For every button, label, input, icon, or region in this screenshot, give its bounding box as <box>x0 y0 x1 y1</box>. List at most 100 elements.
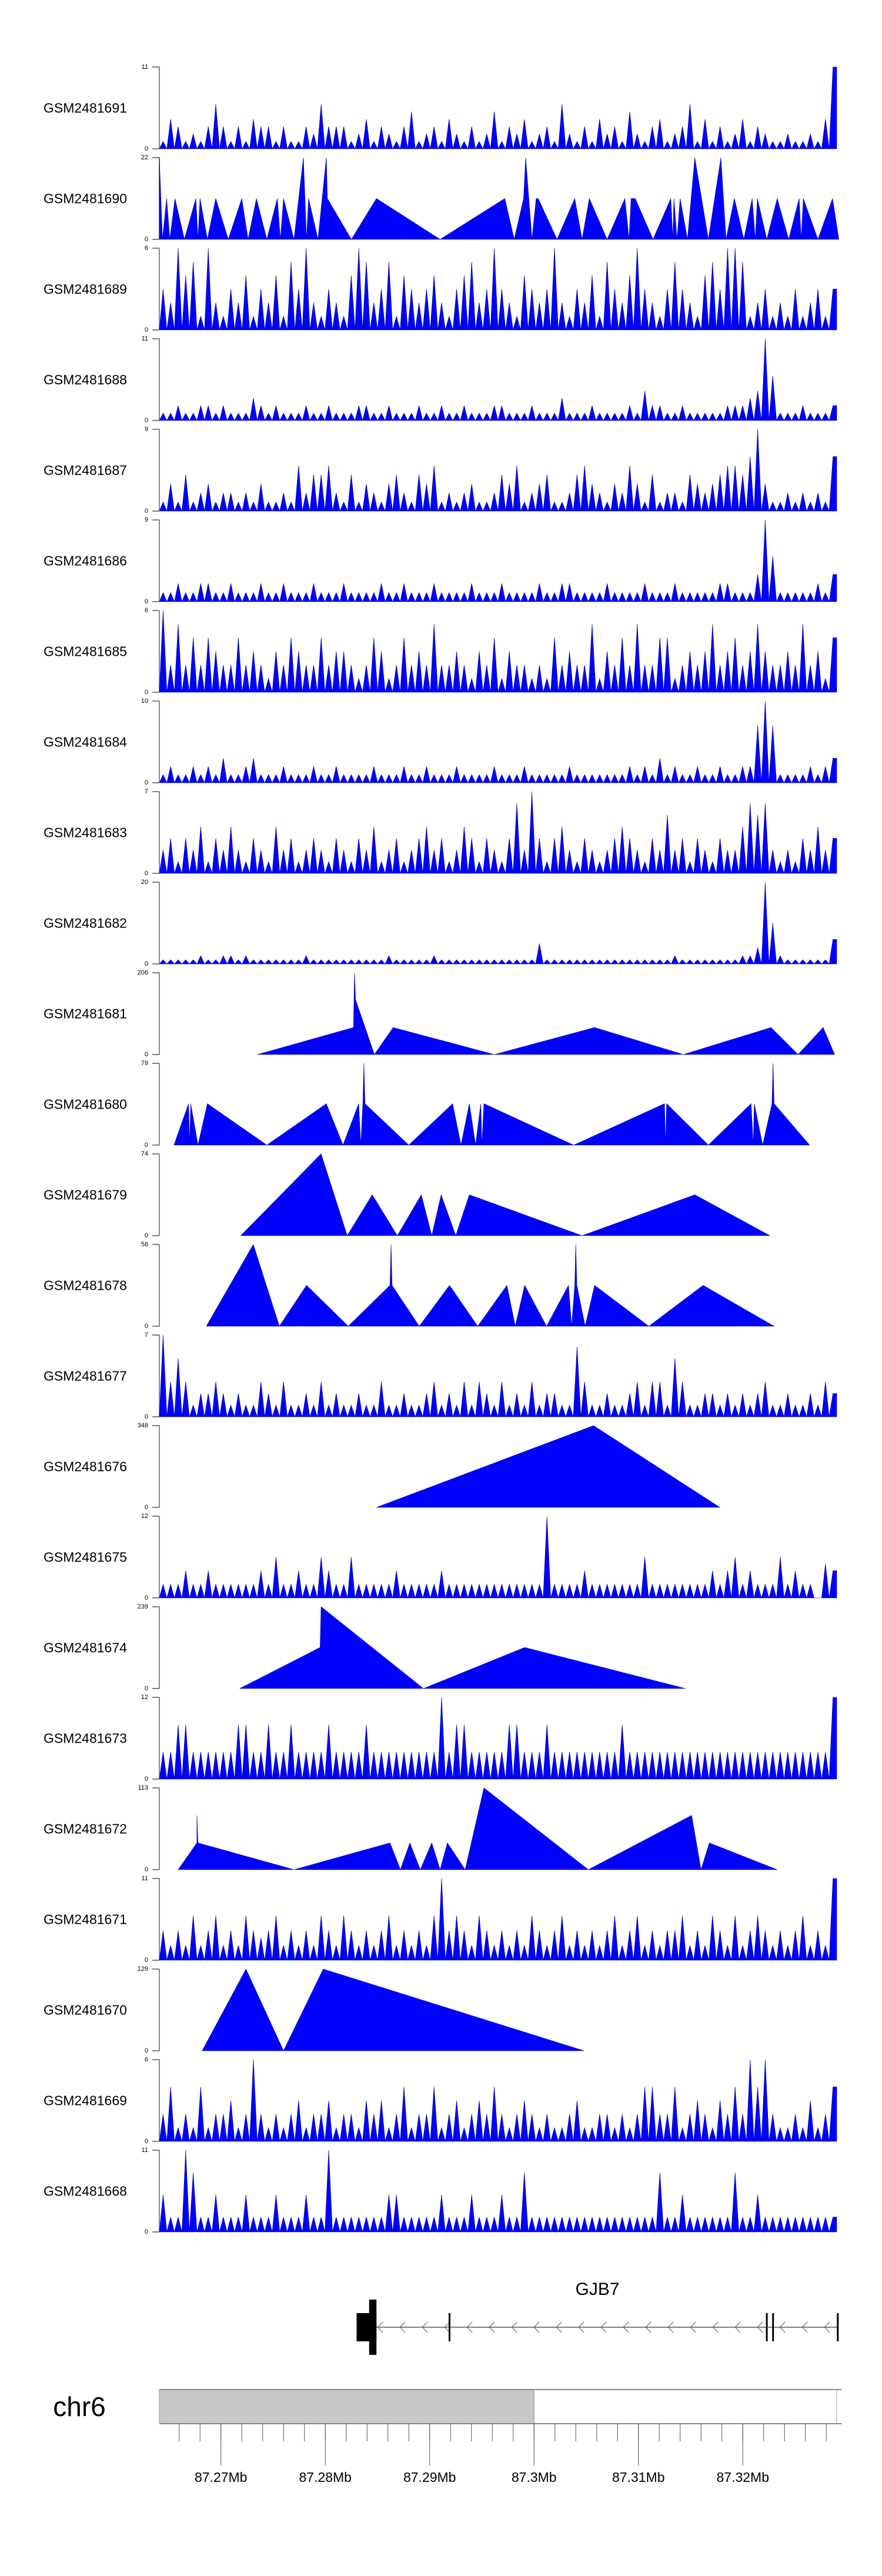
strand-arrow-icon <box>623 2321 629 2333</box>
coverage-area <box>206 1244 775 1327</box>
track-label: GSM2481675 <box>44 1550 127 1565</box>
track-label: GSM2481686 <box>44 553 127 569</box>
track: GSM2481669 6 0 <box>44 2056 837 2145</box>
strand-arrow-icon <box>444 2321 450 2333</box>
strand-arrow-icon <box>600 2321 607 2333</box>
y-max-label: 11 <box>142 2147 148 2154</box>
track: GSM2481674 239 0 <box>44 1603 686 1692</box>
y-max-label: 11 <box>142 1875 148 1882</box>
track-label: GSM2481690 <box>44 191 127 206</box>
coverage-area <box>159 519 837 603</box>
coverage-area <box>173 1063 810 1146</box>
y-min-label: 0 <box>145 1685 148 1692</box>
track: GSM2481679 74 0 <box>44 1150 770 1239</box>
y-min-label: 0 <box>145 689 148 696</box>
y-max-label: 11 <box>142 64 148 71</box>
coverage-area <box>159 1516 837 1599</box>
track-label: GSM2481688 <box>44 372 127 388</box>
y-max-label: 6 <box>145 2056 148 2063</box>
track: GSM2481683 7 0 <box>44 788 837 877</box>
track-label: GSM2481677 <box>44 1369 127 1384</box>
chromosome-label: chr6 <box>53 2391 105 2422</box>
strand-arrow-icon <box>399 2321 406 2333</box>
y-max-label: 239 <box>138 1603 148 1610</box>
track: GSM2481684 10 0 <box>44 698 837 786</box>
y-max-label: 12 <box>141 1513 148 1520</box>
track-label: GSM2481682 <box>44 916 127 931</box>
y-min-label: 0 <box>145 598 148 605</box>
coverage-area <box>178 1787 777 1871</box>
track-label: GSM2481685 <box>44 644 127 659</box>
y-max-label: 12 <box>141 1694 148 1701</box>
strand-arrow-icon <box>779 2321 786 2333</box>
track-label: GSM2481680 <box>44 1097 127 1112</box>
strand-arrow-icon <box>511 2321 517 2333</box>
y-max-label: 79 <box>141 1060 148 1067</box>
track: GSM2481682 20 0 <box>44 879 837 967</box>
coverage-area <box>159 610 837 693</box>
track-label: GSM2481671 <box>44 1912 127 1927</box>
track: GSM2481685 6 0 <box>44 607 837 696</box>
chromosome-band <box>533 2389 837 2424</box>
track-label: GSM2481668 <box>44 2184 127 2199</box>
y-min-label: 0 <box>145 236 148 243</box>
axis-tick-label: 87.29Mb <box>403 2470 456 2485</box>
ideogram-track: chr6 <box>53 2389 841 2424</box>
y-min-label: 0 <box>145 1594 148 1601</box>
track: GSM2481681 206 0 <box>44 969 835 1058</box>
axis-tick-label: 87.28Mb <box>299 2470 352 2485</box>
track-label: GSM2481676 <box>44 1459 127 1474</box>
y-max-label: 7 <box>145 1332 148 1339</box>
chromosome-band <box>159 2389 534 2424</box>
y-max-label: 129 <box>138 1966 148 1973</box>
y-max-label: 113 <box>138 1784 148 1791</box>
track: GSM2481691 11 0 <box>44 64 837 152</box>
track: GSM2481670 129 0 <box>44 1966 584 2054</box>
coverage-area <box>159 338 837 422</box>
y-min-label: 0 <box>145 508 148 515</box>
axis-tick-label: 87.32Mb <box>716 2470 769 2485</box>
y-min-label: 0 <box>145 960 148 967</box>
exon <box>766 2313 768 2341</box>
track-label: GSM2481670 <box>44 2003 127 2018</box>
y-max-label: 58 <box>141 1241 148 1248</box>
track-label: GSM2481691 <box>44 101 127 116</box>
track: GSM2481673 12 0 <box>44 1694 837 1783</box>
coverage-area <box>239 1606 686 1689</box>
track: GSM2481686 9 0 <box>44 516 837 605</box>
coverage-area <box>257 972 835 1055</box>
coverage-area <box>202 1968 584 2051</box>
track: GSM2481689 6 0 <box>44 245 837 333</box>
track: GSM2481672 113 0 <box>44 1784 777 1873</box>
track-label: GSM2481673 <box>44 1731 127 1746</box>
y-max-label: 7 <box>145 788 148 795</box>
coverage-area <box>159 2059 837 2143</box>
exon <box>772 2313 774 2341</box>
y-min-label: 0 <box>145 1776 148 1783</box>
track: GSM2481690 22 0 <box>44 154 839 243</box>
track: GSM2481687 9 0 <box>44 426 837 515</box>
strand-arrow-icon <box>556 2321 562 2333</box>
track-label: GSM2481689 <box>44 282 127 297</box>
y-min-label: 0 <box>145 1504 148 1511</box>
y-min-label: 0 <box>145 870 148 877</box>
track: GSM2481675 12 0 <box>44 1513 837 1601</box>
exon <box>837 2313 839 2341</box>
coding-exon <box>369 2300 377 2355</box>
y-max-label: 10 <box>141 698 148 705</box>
y-max-label: 6 <box>145 245 148 252</box>
track-label: GSM2481672 <box>44 1821 127 1837</box>
track: GSM2481668 11 0 <box>44 2147 837 2235</box>
track-label: GSM2481679 <box>44 1187 127 1203</box>
track: GSM2481677 7 0 <box>44 1332 837 1420</box>
strand-arrow-icon <box>578 2321 584 2333</box>
coverage-area <box>159 429 837 512</box>
coverage-area <box>240 1153 770 1236</box>
track-label: GSM2481674 <box>44 1640 127 1656</box>
coverage-area <box>159 248 837 331</box>
y-min-label: 0 <box>145 1957 148 1964</box>
track: GSM2481678 58 0 <box>44 1241 775 1330</box>
gene-track: GJB7 <box>356 2280 839 2355</box>
strand-arrow-icon <box>422 2321 428 2333</box>
